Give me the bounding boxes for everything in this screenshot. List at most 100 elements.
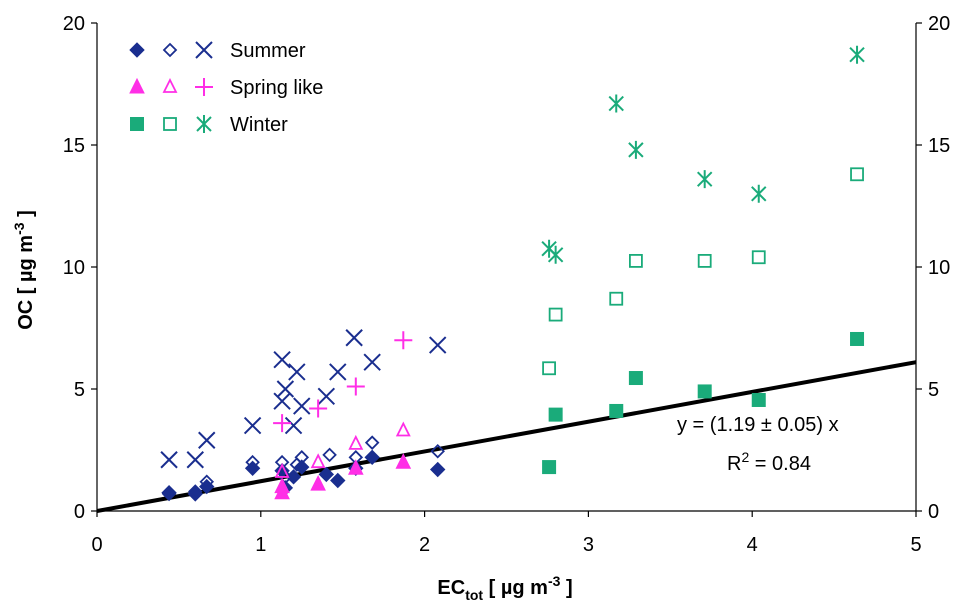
data-point-triangle-open xyxy=(395,421,411,437)
data-point-x xyxy=(273,392,291,410)
fit-line xyxy=(96,360,917,513)
data-point-square-open xyxy=(697,253,712,268)
data-point-diamond-filled xyxy=(294,459,310,475)
data-point-diamond-open xyxy=(322,447,337,463)
x-axis-title-exponent: -3 xyxy=(548,573,561,589)
data-point-diamond-open xyxy=(430,443,445,459)
x-axis-title-subscript: tot xyxy=(465,587,483,602)
y-axis-title-close: ] xyxy=(15,210,37,222)
x-tick-label: 3 xyxy=(583,534,594,556)
data-point-square-open xyxy=(609,291,624,306)
r-squared-symbol: R xyxy=(727,453,741,475)
y-tick-label-right: 10 xyxy=(928,257,950,279)
data-point-triangle-filled xyxy=(347,459,364,475)
x-axis-title-main: EC xyxy=(437,577,465,599)
series-spring-like-plus xyxy=(273,331,413,433)
data-point-square-filled xyxy=(542,460,557,475)
x-axis-title: ECtot [ µg m-3 ] xyxy=(437,573,572,602)
data-point-plus xyxy=(394,331,413,350)
data-point-diamond-open xyxy=(278,469,293,485)
data-point-triangle-open xyxy=(348,434,364,450)
legend-marker-triangle-filled xyxy=(129,77,145,94)
data-point-triangle-filled xyxy=(395,453,412,469)
r-squared-exponent: 2 xyxy=(741,449,749,465)
data-point-asterisk xyxy=(849,45,865,64)
data-point-x xyxy=(276,380,295,398)
series-winter-asterisk xyxy=(541,45,865,264)
data-point-x xyxy=(329,363,347,381)
series-winter-square-filled xyxy=(542,331,865,475)
data-point-x xyxy=(317,387,336,406)
legend-label: Summer xyxy=(230,40,306,62)
data-point-square-open xyxy=(629,253,643,268)
y-axis-title-exponent: -3 xyxy=(11,222,27,235)
data-point-square-open xyxy=(542,361,556,376)
data-point-x xyxy=(198,431,216,449)
data-point-diamond-open xyxy=(161,486,177,502)
data-point-square-filled xyxy=(628,371,643,386)
legend-item-spring-like: Spring like xyxy=(129,77,323,99)
data-point-x xyxy=(284,416,303,435)
legend-marker-asterisk xyxy=(196,115,212,133)
data-point-diamond-open xyxy=(245,454,260,470)
data-point-diamond-open xyxy=(364,435,380,450)
legend-item-summer: Summer xyxy=(129,40,306,62)
legend: Summer Spring like Winter xyxy=(129,40,323,136)
legend-label: Spring like xyxy=(230,77,323,99)
series-winter-square-open xyxy=(542,167,864,376)
data-point-square-open xyxy=(548,307,563,322)
data-point-diamond-filled xyxy=(330,472,346,489)
data-point-diamond-open xyxy=(199,474,215,489)
x-tick-label: 4 xyxy=(747,534,758,556)
fit-r-squared: R2 = 0.84 xyxy=(727,449,811,475)
data-point-x xyxy=(160,451,178,469)
data-point-triangle-filled xyxy=(274,483,290,500)
y-tick-label-left: 0 xyxy=(74,501,85,523)
data-point-diamond-open xyxy=(294,450,310,465)
data-point-plus xyxy=(309,399,328,418)
legend-marker-diamond-filled xyxy=(129,42,145,58)
data-point-x xyxy=(428,336,447,354)
data-point-diamond-open xyxy=(274,454,290,470)
data-point-square-open xyxy=(850,167,864,182)
data-point-diamond-open xyxy=(188,484,203,499)
x-axis-title-unit: [ µg m xyxy=(483,577,548,599)
data-point-x xyxy=(363,353,381,371)
data-point-x xyxy=(288,363,306,381)
data-point-square-filled xyxy=(609,403,624,418)
y-tick-label-right: 20 xyxy=(928,13,950,35)
data-point-asterisk xyxy=(547,245,564,264)
data-point-square-filled xyxy=(548,407,563,422)
legend-marker-triangle-open xyxy=(162,77,178,93)
x-tick-label: 2 xyxy=(419,534,430,556)
legend-label: Winter xyxy=(230,114,288,136)
data-point-diamond-filled xyxy=(318,466,335,483)
legend-marker-square-filled xyxy=(130,117,144,131)
r-squared-value: = 0.84 xyxy=(749,453,811,475)
y-tick-label-left: 15 xyxy=(63,135,85,157)
legend-marker-x xyxy=(195,41,213,59)
x-tick-label: 0 xyxy=(91,534,102,556)
series-spring-like-triangle-filled xyxy=(274,453,412,500)
data-point-square-filled xyxy=(850,331,865,346)
data-point-asterisk xyxy=(628,140,644,159)
y-axis-title: OC [ µg m-3 ] xyxy=(11,210,37,330)
data-point-triangle-open xyxy=(274,462,290,478)
data-point-diamond-filled xyxy=(187,486,203,502)
data-point-x xyxy=(345,329,363,347)
y-tick-label-left: 10 xyxy=(63,257,85,279)
data-point-square-filled xyxy=(697,384,712,399)
y-tick-label-right: 15 xyxy=(928,135,950,157)
data-point-diamond-filled xyxy=(429,461,446,478)
series-spring-like-triangle-open xyxy=(274,421,411,478)
data-marks xyxy=(96,45,917,513)
data-point-x xyxy=(273,351,291,369)
data-point-plus xyxy=(346,377,365,396)
data-point-asterisk xyxy=(751,184,767,203)
data-point-x xyxy=(186,451,204,469)
data-point-plus xyxy=(273,414,292,433)
series-summer-x xyxy=(160,329,447,469)
y-axis-title-main: OC [ µg m xyxy=(15,235,37,330)
y-tick-label-right: 5 xyxy=(928,379,939,401)
